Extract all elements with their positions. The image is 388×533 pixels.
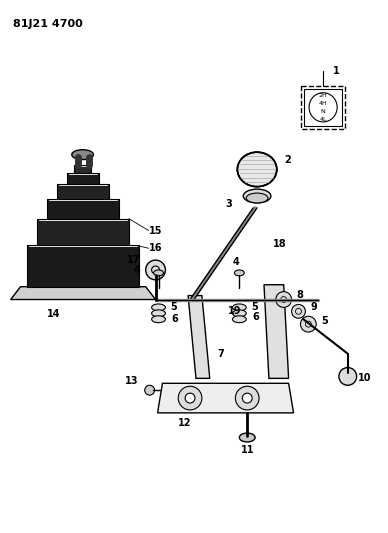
Ellipse shape (152, 316, 165, 322)
Text: 16: 16 (149, 243, 162, 253)
Circle shape (300, 316, 316, 332)
Ellipse shape (154, 270, 163, 276)
Polygon shape (264, 285, 289, 378)
Text: 5: 5 (251, 302, 258, 312)
Ellipse shape (234, 270, 244, 276)
Text: 4L: 4L (319, 117, 327, 122)
Polygon shape (47, 199, 119, 219)
Circle shape (236, 386, 259, 410)
Polygon shape (57, 184, 109, 199)
Circle shape (339, 368, 357, 385)
Circle shape (242, 393, 252, 403)
Text: 3: 3 (226, 199, 232, 209)
Polygon shape (158, 383, 294, 413)
FancyBboxPatch shape (301, 86, 345, 129)
Text: 12: 12 (178, 418, 192, 427)
Circle shape (292, 304, 305, 318)
Polygon shape (10, 287, 156, 300)
Text: 13: 13 (125, 376, 139, 386)
Text: 18: 18 (273, 239, 286, 249)
Text: 14: 14 (47, 309, 61, 319)
Text: 4: 4 (233, 257, 240, 267)
Ellipse shape (237, 152, 277, 187)
Text: 8: 8 (296, 289, 303, 300)
Circle shape (185, 393, 195, 403)
Text: 81J21 4700: 81J21 4700 (13, 19, 82, 29)
Text: 5: 5 (170, 302, 177, 312)
Ellipse shape (152, 304, 165, 311)
Polygon shape (37, 219, 129, 245)
Text: 7: 7 (218, 349, 224, 359)
Polygon shape (74, 165, 92, 173)
Circle shape (145, 385, 154, 395)
Text: 10: 10 (358, 374, 371, 383)
Ellipse shape (232, 304, 246, 311)
Ellipse shape (232, 310, 246, 317)
Ellipse shape (152, 310, 165, 317)
Text: 2H: 2H (319, 93, 327, 98)
Polygon shape (28, 245, 139, 287)
Text: 6: 6 (252, 312, 259, 322)
Text: N: N (321, 109, 326, 114)
FancyBboxPatch shape (305, 88, 342, 126)
Circle shape (276, 292, 292, 308)
Ellipse shape (243, 189, 271, 203)
Text: 17: 17 (127, 255, 141, 265)
Polygon shape (67, 173, 99, 184)
Circle shape (178, 386, 202, 410)
Ellipse shape (72, 150, 94, 159)
Text: 9: 9 (310, 302, 317, 312)
Text: 5: 5 (321, 316, 328, 326)
Ellipse shape (232, 316, 246, 322)
Text: 15: 15 (149, 225, 162, 236)
Ellipse shape (239, 433, 255, 442)
Text: 6: 6 (171, 314, 178, 324)
Text: 1: 1 (333, 66, 340, 76)
Text: 4: 4 (134, 265, 141, 275)
Polygon shape (188, 296, 210, 378)
Text: 11: 11 (241, 446, 254, 455)
Text: 19: 19 (228, 306, 241, 317)
Circle shape (146, 260, 165, 280)
Ellipse shape (246, 193, 268, 203)
Text: 4H: 4H (319, 101, 327, 106)
Text: 2: 2 (285, 155, 291, 165)
